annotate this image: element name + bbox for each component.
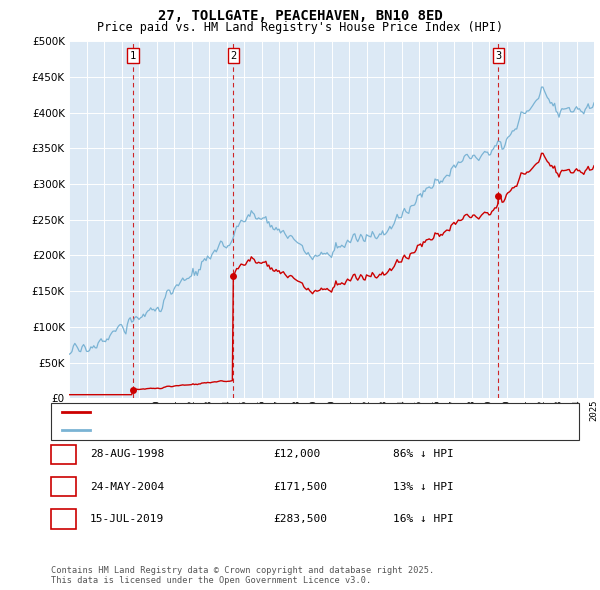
Text: 1: 1: [60, 450, 67, 459]
Text: £171,500: £171,500: [273, 482, 327, 491]
Text: HPI: Average price, semi-detached house, Lewes: HPI: Average price, semi-detached house,…: [94, 425, 370, 435]
Text: 15-JUL-2019: 15-JUL-2019: [90, 514, 164, 524]
Text: 1: 1: [130, 51, 136, 61]
Text: 2: 2: [230, 51, 236, 61]
Text: 86% ↓ HPI: 86% ↓ HPI: [393, 450, 454, 459]
Text: £283,500: £283,500: [273, 514, 327, 524]
Text: £12,000: £12,000: [273, 450, 320, 459]
Text: 24-MAY-2004: 24-MAY-2004: [90, 482, 164, 491]
Text: 16% ↓ HPI: 16% ↓ HPI: [393, 514, 454, 524]
Text: Price paid vs. HM Land Registry's House Price Index (HPI): Price paid vs. HM Land Registry's House …: [97, 21, 503, 34]
Text: 3: 3: [496, 51, 502, 61]
Text: Contains HM Land Registry data © Crown copyright and database right 2025.
This d: Contains HM Land Registry data © Crown c…: [51, 566, 434, 585]
Text: 28-AUG-1998: 28-AUG-1998: [90, 450, 164, 459]
Text: 2: 2: [60, 482, 67, 491]
Text: 3: 3: [60, 514, 67, 524]
Text: 27, TOLLGATE, PEACEHAVEN, BN10 8ED (semi-detached house): 27, TOLLGATE, PEACEHAVEN, BN10 8ED (semi…: [94, 408, 430, 418]
Text: 13% ↓ HPI: 13% ↓ HPI: [393, 482, 454, 491]
Text: 27, TOLLGATE, PEACEHAVEN, BN10 8ED: 27, TOLLGATE, PEACEHAVEN, BN10 8ED: [158, 9, 442, 23]
